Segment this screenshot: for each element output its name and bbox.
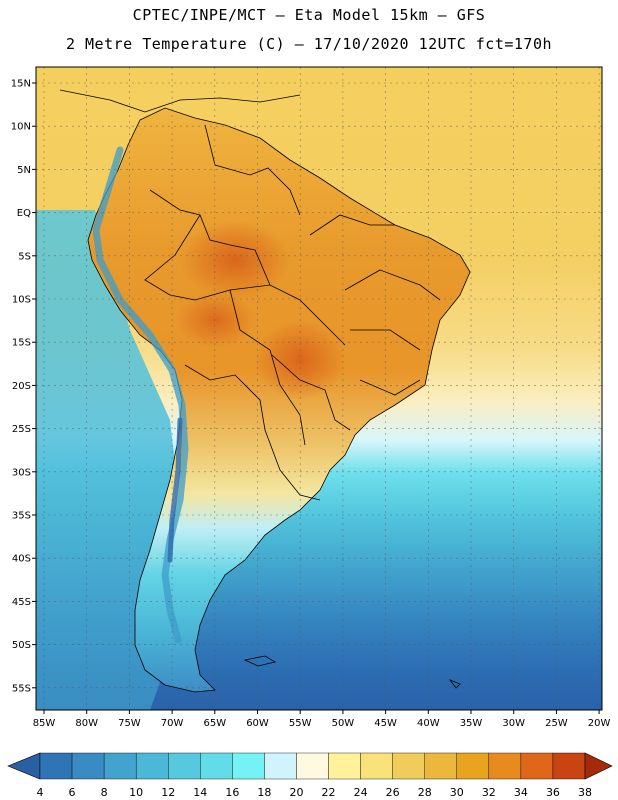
- colorbar-label: 36: [546, 786, 560, 799]
- colorbar-label: 26: [386, 786, 400, 799]
- colorbar-label: 6: [69, 786, 76, 799]
- colorbar-label: 10: [129, 786, 143, 799]
- map-frame: [35, 66, 603, 711]
- colorbar-label: 8: [101, 786, 108, 799]
- andes-cold-strip: [92, 146, 189, 644]
- latitude-label: 10S: [12, 295, 31, 306]
- colorbar-label: 18: [257, 786, 271, 799]
- latitude-label: 5S: [18, 251, 31, 262]
- latitude-label: 25S: [12, 424, 31, 435]
- colorbar-label: 20: [289, 786, 303, 799]
- longitude-label: 25W: [545, 718, 568, 729]
- latitude-label: 35S: [12, 511, 31, 522]
- longitude-label: 70W: [161, 718, 184, 729]
- hot-core-north: [180, 220, 290, 300]
- colorbar-swatch: [39, 752, 73, 780]
- colorbar-label: 32: [482, 786, 496, 799]
- colorbar-swatch: [520, 752, 554, 780]
- longitude-label: 65W: [203, 718, 226, 729]
- latitude-label: 45S: [12, 597, 31, 608]
- colorbar-swatch: [488, 752, 522, 780]
- map-field: [36, 67, 602, 710]
- longitude-label: 80W: [75, 718, 98, 729]
- longitude-label: 85W: [33, 718, 56, 729]
- latitude-label: 15S: [12, 338, 31, 349]
- map-title-line-1: CPTEC/INPE/MCT – Eta Model 15km – GFS: [132, 6, 486, 24]
- colorbar-label: 4: [37, 786, 44, 799]
- central-america-coast: [59, 89, 301, 113]
- colorbar-arrow-high: [584, 752, 613, 780]
- map-gridlines: [36, 67, 602, 710]
- colorbar-swatch: [103, 752, 137, 780]
- colorbar-swatch: [71, 752, 105, 780]
- colorbar-label: 38: [578, 786, 592, 799]
- colorbar-swatch: [552, 752, 586, 780]
- latitude-label: 55S: [12, 683, 31, 694]
- longitude-labels: 85W 80W 75W 70W 65W 60W 55W 50W 45W 40W 35W 30W 25W 2…: [33, 710, 611, 729]
- colorbar-label: 24: [354, 786, 368, 799]
- latitude-labels: 15N 10N 5N EQ 5S 10S 15S 20S 25S 30S 35S 40S 45S 50S 5…: [11, 79, 36, 694]
- latitude-label: EQ: [17, 208, 31, 219]
- colorbar-swatch: [328, 752, 361, 780]
- colorbar-label: 30: [450, 786, 464, 799]
- colorbar-swatch: [168, 752, 201, 780]
- longitude-label: 50W: [332, 718, 355, 729]
- latitude-label: 50S: [12, 640, 31, 651]
- latitude-label: 30S: [12, 467, 31, 478]
- south-georgia-island: [448, 679, 461, 689]
- longitude-label: 75W: [118, 718, 141, 729]
- colorbar-swatch: [392, 752, 425, 780]
- andes-coldest-strip: [167, 417, 183, 563]
- colorbar-swatch: [264, 752, 297, 780]
- map-title-line-2: 2 Metre Temperature (C) – 17/10/2020 12U…: [65, 35, 553, 53]
- longitude-label: 40W: [417, 718, 440, 729]
- colorbar-swatch: [200, 752, 233, 780]
- longitude-label: 30W: [502, 718, 525, 729]
- colorbar-swatch: [360, 752, 393, 780]
- colorbar-label: 34: [514, 786, 528, 799]
- longitude-label: 45W: [374, 718, 397, 729]
- colorbar-swatch: [424, 752, 457, 780]
- latitude-label: 10N: [11, 122, 31, 133]
- temperature-colorbar: 4 6 8 10 12 14 16 18 20 22 24 26 28 30 32 34 36 38: [7, 752, 613, 799]
- colorbar-swatch: [135, 752, 169, 780]
- latitude-label: 40S: [12, 554, 31, 565]
- colorbar-label: 22: [322, 786, 336, 799]
- longitude-label: 60W: [246, 718, 269, 729]
- colorbar-label: 12: [161, 786, 175, 799]
- hot-core-center: [255, 320, 345, 400]
- colorbar-swatch: [232, 752, 265, 780]
- colorbar-swatch: [296, 752, 329, 780]
- colorbar-swatch: [456, 752, 490, 780]
- colorbar-label: 14: [193, 786, 207, 799]
- falkland-islands: [243, 655, 277, 667]
- colorbar-label: 16: [225, 786, 239, 799]
- country-borders: [144, 124, 441, 501]
- longitude-label: 55W: [289, 718, 312, 729]
- longitude-label: 35W: [460, 718, 483, 729]
- latitude-label: 20S: [12, 381, 31, 392]
- colorbar-label: 28: [418, 786, 432, 799]
- latitude-label: 15N: [11, 79, 31, 90]
- colorbar-arrow-low: [7, 752, 41, 780]
- longitude-label: 20W: [588, 718, 611, 729]
- latitude-label: 5N: [17, 165, 31, 176]
